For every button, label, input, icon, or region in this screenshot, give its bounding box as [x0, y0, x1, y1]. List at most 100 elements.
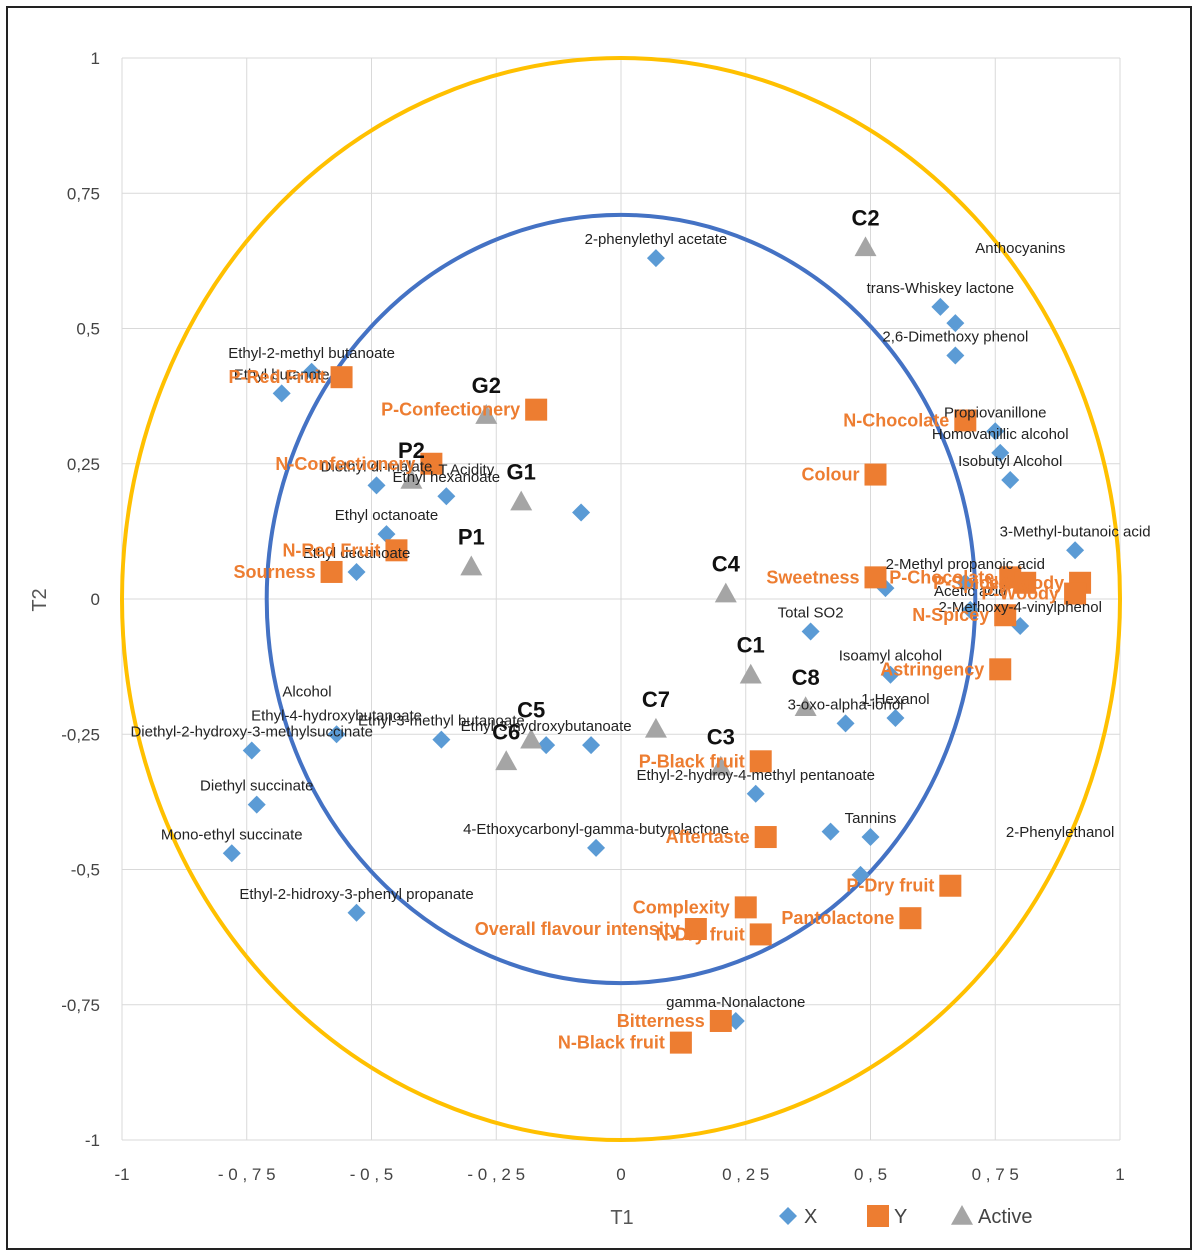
inner-circle [264, 212, 978, 986]
y-point [989, 658, 1012, 681]
correlation-circles [120, 56, 1122, 1142]
y-point [1014, 571, 1037, 594]
y-point-label: P-Spicey [933, 573, 1009, 593]
active-point [475, 404, 498, 424]
x-point-label: 4-Ethoxycarbonyl-gamma-butyrolactone [463, 821, 729, 838]
x-point [1066, 541, 1085, 560]
legend-marker-x [779, 1207, 797, 1225]
x-point [347, 903, 366, 922]
x-tick-label: - 0 , 2 5 [467, 1165, 525, 1184]
y-point-label: Aftertaste [666, 827, 750, 847]
x-point [537, 736, 556, 755]
y-tick-label: 0 [91, 590, 100, 609]
x-point-label: gamma-Nonalactone [666, 994, 805, 1011]
x-point [242, 741, 261, 760]
active-point [794, 696, 817, 716]
y-point [749, 923, 772, 946]
active-point-label: G2 [472, 373, 501, 398]
x-point-label: 3-oxo-alpha-ionol [788, 696, 904, 713]
y-tick-label: 1 [91, 49, 100, 68]
x-point [881, 665, 900, 684]
y-tick-label: -1 [85, 1131, 100, 1150]
active-point-label: C2 [851, 205, 879, 230]
y-point [864, 463, 887, 486]
x-point-label: Ethyl hexanoate [393, 469, 501, 486]
y-point [669, 1031, 692, 1054]
active-point [460, 555, 483, 576]
y-tick-label: 0,5 [76, 320, 100, 339]
x-point-label: Tannins [845, 810, 897, 827]
x-point [821, 822, 840, 841]
x-point [432, 730, 451, 749]
y-point-label: N-Woody [985, 573, 1064, 593]
x-point-label: 2-Methoxy-4-vinylphenol [938, 599, 1101, 616]
x-point [746, 784, 765, 803]
x-point [836, 714, 855, 733]
y-tick-label: 0,25 [67, 455, 100, 474]
y-point-label: P-Confectionery [381, 400, 520, 420]
x-tick-label: - 0 , 7 5 [218, 1165, 276, 1184]
y-point-label: Sourness [234, 562, 316, 582]
y-point [899, 907, 922, 930]
x-point [222, 844, 241, 863]
x-point-label: 1-Hexanol [861, 691, 929, 708]
legend-marker-y [867, 1205, 889, 1227]
active-point-label: G1 [507, 460, 536, 485]
active-point-label: C3 [707, 725, 735, 750]
y-point-label: Astringency [880, 659, 984, 679]
x-point [1001, 470, 1020, 489]
y-point [939, 874, 962, 897]
x-point-label: 3-Methyl-butanoic acid [1000, 523, 1151, 540]
y-point-label: Overall flavour intensity [475, 919, 680, 939]
x-point [347, 562, 366, 581]
y-point-label: P-Black fruit [639, 751, 745, 771]
x-point-label: Total SO2 [778, 604, 844, 621]
x-point [851, 865, 870, 884]
active-point-label: C1 [737, 633, 765, 658]
x-tick-label: 1 [1115, 1165, 1124, 1184]
x-point [302, 362, 321, 381]
x-point-label: Ethyl-3-methyl butanoate [358, 713, 525, 730]
x-point [272, 384, 291, 403]
legend-label: X [804, 1206, 817, 1228]
x-point-label: 2-Methyl propanoic acid [886, 556, 1045, 573]
x-point [572, 503, 591, 522]
y-tick-label: -0,75 [61, 996, 100, 1015]
x-point [861, 828, 880, 847]
x-point-label: Ethyl butanote [234, 366, 330, 383]
active-point-label: C4 [712, 552, 741, 577]
x-point [587, 838, 606, 857]
y-point-label: Sweetness [766, 567, 859, 587]
y-point-label: Colour [801, 465, 859, 485]
y-point-label: N-Spicey [912, 605, 989, 625]
axis-ticks: -1 - 0 , 7 5 - 0 , 5 - 0 , 2 5 0 0 , 2 5 0 , 5… [61, 49, 1124, 1184]
active-point [495, 750, 518, 771]
x-point [367, 476, 386, 495]
x-point [931, 297, 950, 316]
x-point-label: Ethyl-2-hydroy-4-methyl pentanoate [636, 767, 874, 784]
y-point [734, 896, 757, 919]
annotation-label: Anthocyanins [975, 240, 1065, 257]
x-point [377, 525, 396, 544]
x-point [437, 487, 456, 506]
legend-marker-active [951, 1205, 973, 1225]
active-point-label: C6 [492, 719, 520, 744]
y-point [749, 750, 772, 773]
y-tick-label: -0,25 [61, 725, 100, 744]
x-point-label: Homovanillic alcohol [932, 426, 1069, 443]
x-point [946, 314, 965, 333]
legend-label: Y [894, 1206, 907, 1228]
active-point [644, 717, 667, 738]
active-point [854, 236, 877, 257]
y-point [420, 452, 443, 475]
active-point-label: C7 [642, 687, 670, 712]
active-point-label: C8 [792, 665, 820, 690]
annotation-label: T.Acidity [438, 462, 494, 479]
y-point [994, 604, 1017, 627]
y-point-label: N-Black fruit [558, 1033, 665, 1053]
x-point-label: Propiovanillone [944, 404, 1047, 421]
x-tick-label: 0 [616, 1165, 625, 1184]
active-point-label: C5 [517, 698, 545, 723]
x-point [801, 622, 820, 641]
y-point [320, 560, 343, 583]
